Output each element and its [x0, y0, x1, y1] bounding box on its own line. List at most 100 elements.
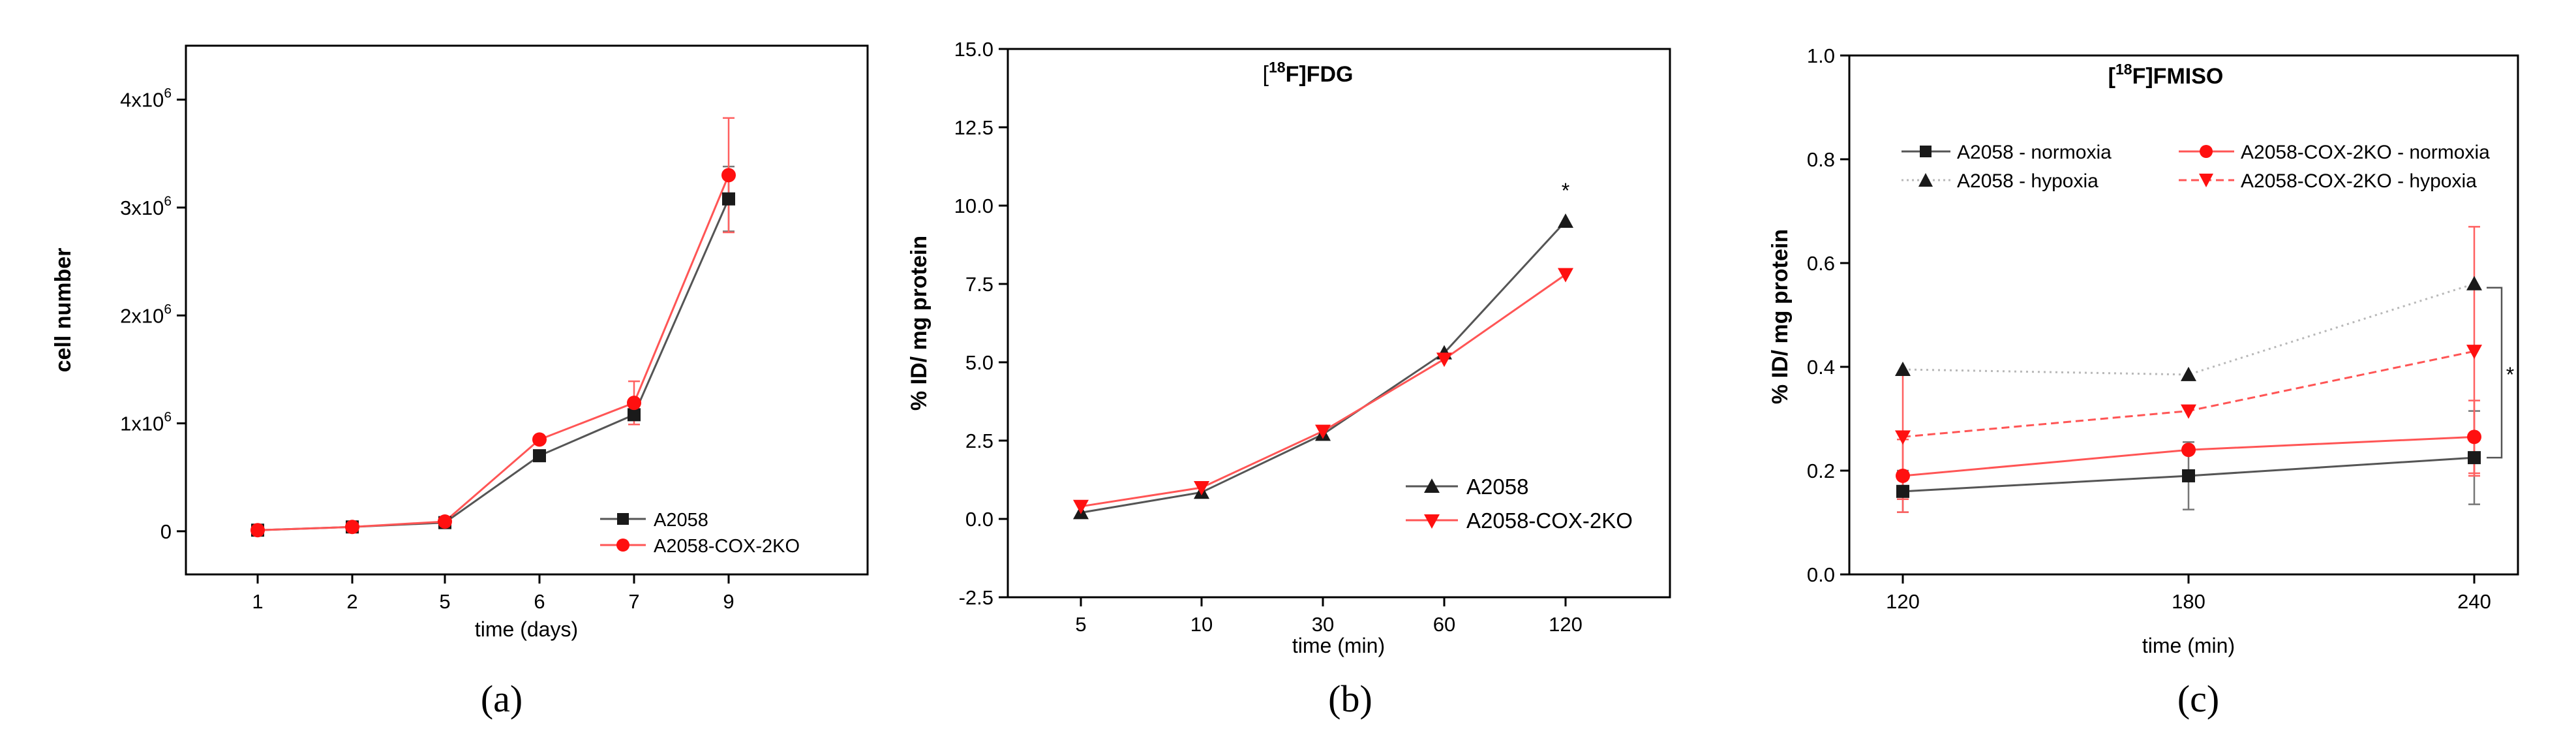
panel-a-series-line-2 — [257, 174, 730, 531]
panel-c-markers — [1895, 275, 2482, 498]
panel-a-ytick-exp: 6 — [164, 86, 172, 101]
panel-a-ytick-exp: 6 — [164, 410, 172, 425]
panel-b-series-2-point — [1436, 352, 1452, 367]
panel-a-xtick-label: 6 — [534, 590, 545, 613]
panel-a-xtick-label: 7 — [628, 590, 639, 613]
panel-a-markers — [250, 168, 736, 538]
panel-c-ytick-label: 0.6 — [1807, 252, 1835, 275]
panel-a-ytick-base: 2x10 — [120, 304, 164, 327]
panel-c-ytick-label: 0.8 — [1807, 148, 1835, 171]
legend-b-label-1: A2058 — [1466, 475, 1528, 499]
panel-a-ylabel: cell number — [51, 248, 76, 373]
panel-a-ytick-base: 3x10 — [120, 196, 164, 219]
panel-c-series-3-point — [1896, 468, 1910, 483]
panel-a-series-1-point — [628, 408, 641, 422]
panel-b-ytick-label: 2.5 — [965, 430, 993, 452]
panel-a-xtick-label: 9 — [723, 590, 734, 613]
panel-b-series-2-point — [1073, 499, 1089, 514]
panel-a-series-2-point — [532, 432, 547, 447]
panel-c-plot-frame — [1848, 54, 2519, 576]
panel-b-title-bracket: [ — [1263, 62, 1269, 87]
panel-c-series-2-point — [1895, 361, 1911, 376]
panel-b-series-line-1 — [1080, 220, 1567, 514]
panel-a-series-2-point — [345, 520, 359, 535]
legend-b-marker-2 — [1424, 514, 1440, 529]
panel-c-title-isotope: 18 — [2115, 61, 2132, 78]
panel-c-title-tracer: F]FMISO — [2132, 64, 2224, 89]
panel-b-legend: A2058 A2058-COX-2KO — [1406, 475, 1633, 533]
panel-a-ytick-label: 2x106 — [120, 302, 172, 327]
panel-c-series-line-4 — [1902, 350, 2475, 438]
panel-b-xlabel: time (min) — [1292, 634, 1385, 657]
panel-c-series-4-point — [2466, 345, 2482, 360]
panel-c-ytick-label: 0.2 — [1807, 460, 1835, 482]
panel-b-ytick-label: 0.0 — [965, 508, 993, 531]
panel-b-xtick-label: 60 — [1433, 613, 1455, 636]
panel-b-xtick-label: 10 — [1190, 613, 1213, 636]
panel-b-ytick-label: -2.5 — [959, 586, 993, 609]
panel-c-series-1-point — [2182, 469, 2195, 482]
legend-c-marker-4 — [2199, 174, 2213, 187]
panel-a-ytick-label: 4x106 — [120, 86, 172, 112]
panel-b-series-2-point — [1315, 424, 1331, 439]
panel-a-lines — [257, 174, 730, 531]
panel-b-xtick-label: 30 — [1312, 613, 1334, 636]
panel-c-series-2-point — [2181, 366, 2196, 381]
panel-c-series-3-point — [2181, 443, 2196, 458]
panel-b-series-line-2 — [1080, 273, 1566, 508]
panel-a-ytick-label: 0 — [160, 520, 172, 543]
panel-c-legend: A2058 - normoxia A2058 - hypoxia A2058-C… — [1902, 142, 2490, 192]
panel-c-series-line-2 — [1902, 283, 2475, 376]
panel-c-ticks: 0.0 0.2 0.4 0.6 0.8 1.0 120 180 240 — [1807, 44, 2491, 613]
panel-c-ytick-label: 0.4 — [1807, 356, 1835, 379]
panel-a-series-2-point — [721, 168, 736, 183]
caption-b: (b) — [1328, 678, 1372, 720]
panel-c-series-1-point — [1896, 484, 1909, 498]
panel-a-ytick-base: 4x10 — [120, 89, 164, 112]
panel-b-series-1-point — [1558, 213, 1573, 228]
panel-a-ytick-label: 3x106 — [120, 194, 172, 219]
legend-b-marker-1 — [1424, 478, 1440, 493]
panel-c-series-3-point — [2467, 430, 2481, 445]
legend-a-marker-1 — [617, 513, 629, 525]
panel-c-series-1-point — [2468, 451, 2481, 465]
panel-c-series-2-point — [2466, 275, 2482, 290]
panel-a-series-2-point — [438, 514, 452, 529]
panel-b-series-2-point — [1558, 268, 1573, 283]
panel-c-series-4-point — [1895, 430, 1911, 445]
legend-a-label-2: A2058-COX-2KO — [654, 536, 800, 557]
caption-c: (c) — [2177, 678, 2219, 720]
panel-c-ytick-label: 0.0 — [1807, 563, 1835, 586]
legend-c-label-2: A2058 - hypoxia — [1957, 170, 2099, 192]
panel-c: 0.0 0.2 0.4 0.6 0.8 1.0 120 180 240 [18F]FMISO *… — [1768, 44, 2519, 657]
legend-c-marker-2 — [1918, 173, 1933, 187]
panel-c-title: [18F]FMISO — [2108, 61, 2224, 89]
panel-a-xtick-label: 1 — [252, 590, 263, 613]
panel-b-lines — [1080, 220, 1567, 514]
panel-a-plot-frame — [185, 44, 869, 576]
legend-c-label-1: A2058 - normoxia — [1957, 142, 2112, 163]
panel-a-series-2-point — [250, 523, 265, 538]
panel-c-xtick-label: 240 — [2457, 590, 2491, 613]
panel-a-ytick-exp: 6 — [164, 302, 172, 317]
legend-a-marker-2 — [616, 539, 629, 552]
panel-b-significance-star: * — [1562, 179, 1569, 202]
panel-a-xtick-label: 2 — [346, 590, 357, 613]
panel-a-ytick-label: 1x106 — [120, 410, 172, 435]
panel-a-legend: A2058 A2058-COX-2KO — [600, 510, 800, 557]
panel-b-ytick-label: 12.5 — [954, 116, 993, 139]
legend-c-label-3: A2058-COX-2KO - normoxia — [2241, 142, 2490, 163]
panel-b-title-tracer: F]FDG — [1286, 62, 1354, 87]
panel-b-ylabel: % ID/ mg protein — [907, 236, 932, 411]
panel-c-xtick-label: 120 — [1886, 590, 1920, 613]
panel-a-series-1-point — [722, 192, 735, 206]
caption-a: (a) — [481, 678, 523, 720]
legend-c-marker-3 — [2200, 145, 2213, 158]
panel-b-series-2-point — [1194, 481, 1209, 495]
panel-b-ytick-label: 10.0 — [954, 195, 993, 217]
legend-c-label-4: A2058-COX-2KO - hypoxia — [2241, 170, 2477, 192]
panel-b-ytick-label: 15.0 — [954, 38, 993, 61]
panel-b-title: [18F]FDG — [1263, 59, 1354, 87]
